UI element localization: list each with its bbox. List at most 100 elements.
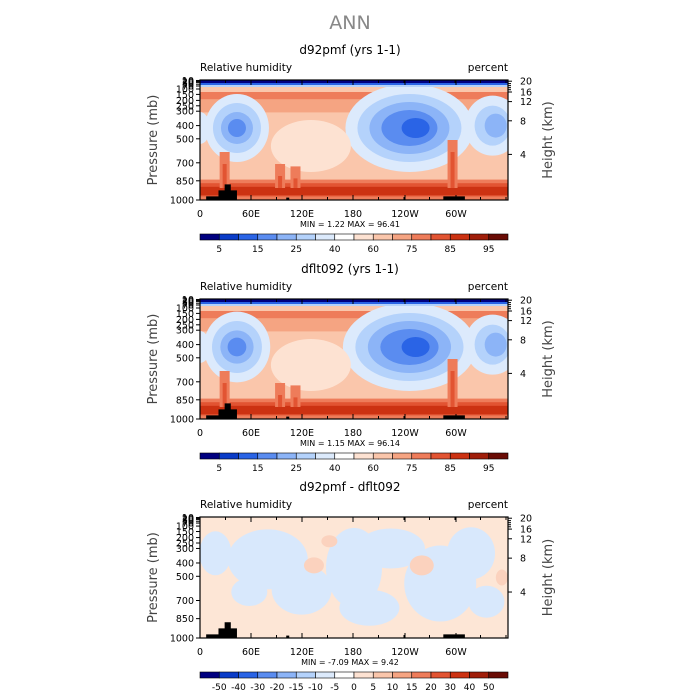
y-tick-label: 20 <box>182 77 194 88</box>
colorbar-label: -20 <box>270 683 285 693</box>
topography-land <box>443 415 465 419</box>
height-tick-label: 20 <box>520 296 532 307</box>
y-tick-label: 250 <box>176 320 194 331</box>
topography-land <box>443 196 465 200</box>
colorbar-swatch <box>276 452 297 460</box>
region-positive <box>321 535 338 548</box>
colorbar-swatch <box>411 452 432 460</box>
colorbar-label: 95 <box>483 245 494 255</box>
x-tick-label: 180 <box>344 647 362 658</box>
colorbar-swatch <box>469 233 490 241</box>
contour-field <box>200 80 508 200</box>
dry-region <box>227 337 247 357</box>
dry-region <box>401 337 430 357</box>
region-negative <box>356 528 425 569</box>
y-tick-label: 30 <box>182 515 194 526</box>
colorbar-swatch <box>372 452 393 460</box>
height-tick-label: 12 <box>520 316 532 327</box>
colorbar-swatch <box>430 671 451 679</box>
stratosphere-band <box>200 80 508 83</box>
colorbar-swatch <box>430 452 451 460</box>
variable-label: Relative humidity <box>200 499 292 511</box>
convective-plume <box>293 397 298 407</box>
min-max-stats: MIN = 1.22 MAX = 96.41 <box>300 220 400 229</box>
y-tick-label: 150 <box>176 309 194 320</box>
y-axis-title-right: Height (km) <box>541 539 556 616</box>
colorbar-label: -30 <box>250 683 265 693</box>
colorbar: 5 15 25 40 60 75 85 95 <box>199 452 509 474</box>
convective-plume <box>290 166 301 188</box>
colorbar: 5 15 25 40 60 75 85 95 <box>199 233 509 255</box>
topography-land <box>206 403 237 419</box>
height-tick-label: 4 <box>520 588 526 599</box>
page-title: ANN <box>329 12 371 34</box>
height-tick-label: 8 <box>520 116 526 127</box>
topography-land <box>286 416 290 419</box>
colorbar-swatch <box>276 233 297 241</box>
convective-plume <box>222 383 227 407</box>
colorbar-label: 10 <box>387 683 399 693</box>
y-tick-label: 850 <box>176 614 194 625</box>
y-tick-label: 400 <box>176 558 194 569</box>
height-tick-label: 4 <box>520 369 526 380</box>
colorbar-swatch <box>315 671 336 679</box>
colorbar-label: 15 <box>406 683 417 693</box>
height-tick-label: 12 <box>520 97 532 108</box>
colorbar-label: 25 <box>291 464 302 474</box>
colorbar-label: 5 <box>216 245 222 255</box>
y-tick-label: 150 <box>176 527 194 538</box>
convective-plume <box>222 164 227 188</box>
colorbar-swatch <box>392 233 413 241</box>
height-tick-label: 12 <box>520 534 532 545</box>
colorbar-swatch <box>469 452 490 460</box>
x-tick-label: 0 <box>197 209 203 220</box>
y-tick-label: 100 <box>176 85 194 96</box>
colorbar-swatch <box>238 452 259 460</box>
contour-field <box>200 299 508 419</box>
colorbar-label: 30 <box>445 683 457 693</box>
y-tick-label: 30 <box>182 297 194 308</box>
units-label: percent <box>468 281 508 293</box>
colorbar-label: 15 <box>252 464 263 474</box>
region-positive <box>409 555 434 576</box>
plot-frame <box>199 79 509 201</box>
min-max-stats: MIN = -7.09 MAX = 9.42 <box>301 658 399 667</box>
topography-land <box>206 622 237 638</box>
variable-label: Relative humidity <box>200 281 292 293</box>
y-tick-label: 1000 <box>170 415 194 426</box>
units-label: percent <box>468 62 508 74</box>
colorbar-swatch <box>411 671 432 679</box>
y-tick-label: 500 <box>176 353 194 364</box>
y-axis-title-right: Height (km) <box>541 101 556 178</box>
colorbar-swatch <box>372 233 393 241</box>
y-tick-label: 850 <box>176 176 194 187</box>
colorbar-label: 25 <box>291 245 302 255</box>
y-tick-label: 20 <box>182 296 194 307</box>
colorbar-label: -5 <box>330 683 339 693</box>
topography-land <box>286 635 290 638</box>
boundary-layer <box>200 405 508 415</box>
colorbar-label: 50 <box>483 683 495 693</box>
colorbar-swatch <box>238 233 259 241</box>
min-max-stats: MIN = 1.15 MAX = 96.14 <box>300 439 400 448</box>
plot-frame <box>199 516 509 639</box>
colorbar-label: -10 <box>308 683 323 693</box>
x-tick-label: 60W <box>445 647 467 658</box>
y-tick-label: 10 <box>182 295 194 306</box>
units-label: percent <box>468 499 508 511</box>
region-tropopause-moist <box>200 311 508 319</box>
colorbar-label: -50 <box>212 683 227 693</box>
dry-region <box>200 331 210 363</box>
colorbar-label: 85 <box>445 245 456 255</box>
colorbar-label: 20 <box>425 683 437 693</box>
y-tick-label: 700 <box>176 158 194 169</box>
y-tick-label: 10 <box>182 513 194 524</box>
convective-plume <box>278 176 283 188</box>
colorbar-swatch <box>315 233 336 241</box>
region-negative <box>231 578 268 607</box>
y-axis-title: Pressure (mb) <box>146 95 161 186</box>
x-tick-label: 120W <box>391 647 419 658</box>
convective-plume <box>290 385 301 407</box>
region-negative <box>339 589 400 626</box>
